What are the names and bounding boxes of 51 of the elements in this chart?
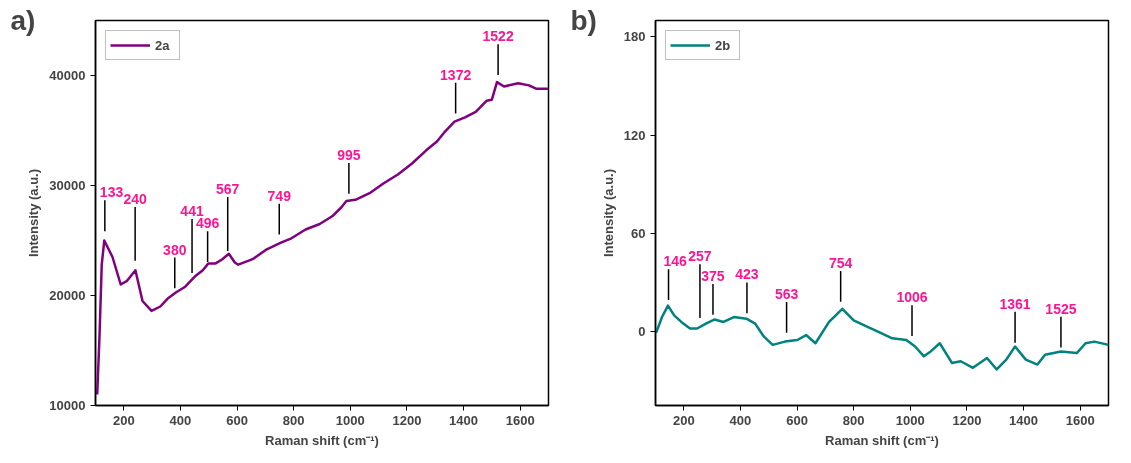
- annotation: 146: [663, 253, 688, 270]
- x-tick-label: 600: [226, 412, 248, 428]
- x-tick-label: 800: [282, 412, 305, 428]
- y-axis-title: Intensity (a.u.): [26, 168, 42, 258]
- annotation: 995: [337, 146, 361, 163]
- x-axis-title: Raman shift (cm⁻¹): [825, 432, 939, 448]
- y-tick-label: 20000: [49, 288, 86, 303]
- line-series: [95, 80, 549, 396]
- annotation: 1006: [896, 289, 928, 306]
- x-tick-label: 1600: [505, 412, 535, 428]
- annotation: 240: [123, 190, 148, 207]
- legend-label: 2b: [715, 37, 732, 53]
- chart-title: a): [10, 4, 36, 36]
- x-tick-label: 1000: [895, 412, 925, 428]
- annotation: 423: [735, 266, 759, 283]
- annotation: 1522: [482, 28, 514, 45]
- x-tick-label: 1400: [449, 412, 479, 428]
- x-tick-label: 1600: [1065, 412, 1095, 428]
- x-tick-label: 200: [672, 412, 695, 428]
- y-tick-label: 120: [623, 127, 646, 143]
- x-tick-label: 400: [169, 412, 192, 428]
- x-tick-label: 800: [842, 412, 865, 428]
- annotation: 375: [701, 268, 725, 285]
- annotation: 749: [267, 187, 292, 204]
- x-tick-label: 1200: [392, 412, 422, 428]
- annotation: 1372: [440, 66, 472, 83]
- x-tick-label: 600: [786, 412, 808, 428]
- annotation: 380: [163, 241, 187, 258]
- y-tick-label: 40000: [49, 68, 86, 83]
- x-tick-label: 200: [112, 412, 135, 428]
- x-tick-label: 1400: [1009, 412, 1039, 428]
- x-tick-label: 1200: [952, 412, 982, 428]
- annotation: 754: [828, 254, 853, 271]
- x-axis-title: Raman shift (cm⁻¹): [265, 432, 379, 448]
- annotation: 1525: [1045, 300, 1077, 317]
- y-tick-label: 0: [638, 324, 646, 340]
- y-tick-label: 180: [623, 29, 646, 45]
- annotation: 496: [195, 215, 220, 232]
- annotation: 133: [99, 184, 124, 201]
- chart-title: b): [570, 4, 597, 36]
- legend-label: 2a: [155, 37, 171, 53]
- y-tick-label: 10000: [49, 398, 86, 413]
- annotation: 1361: [999, 295, 1031, 312]
- y-axis-title: Intensity (a.u.): [600, 168, 616, 258]
- y-tick-label: 60: [631, 225, 646, 241]
- annotation: 563: [774, 286, 799, 303]
- y-tick-label: 30000: [49, 178, 86, 193]
- annotation: 567: [216, 181, 240, 198]
- annotation: 257: [688, 248, 712, 265]
- x-tick-label: 400: [729, 412, 752, 428]
- x-tick-label: 1000: [335, 412, 365, 428]
